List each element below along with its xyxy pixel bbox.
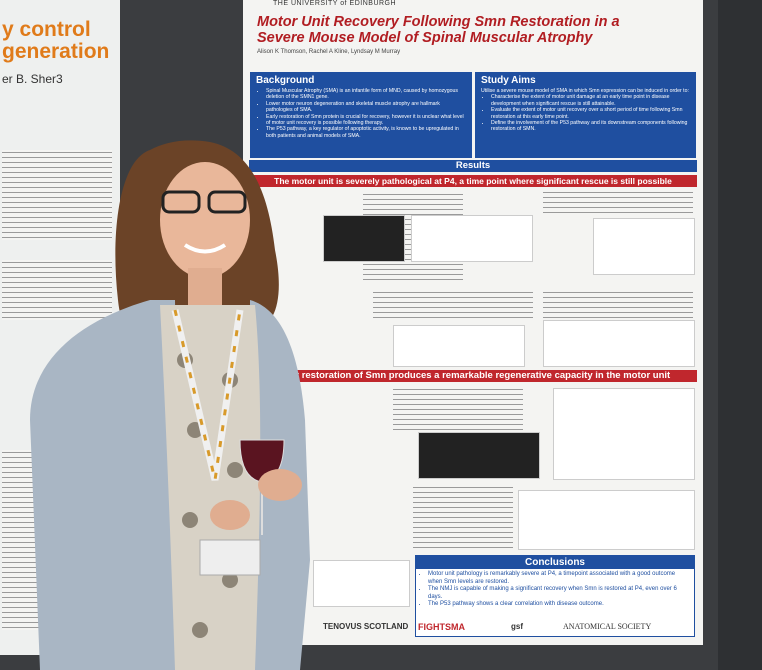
bullet: The P53 pathway shows a clear correlatio… — [428, 601, 690, 609]
heading: Study Aims — [481, 75, 536, 86]
lanyard — [173, 309, 242, 481]
text-block — [2, 150, 112, 240]
sponsor-logo: FIGHTSMA — [418, 622, 465, 632]
sponsor-logo: TENOVUS SCOTLAND — [323, 622, 409, 631]
poster-title: Motor Unit Recovery Following Smn Restor… — [257, 14, 620, 46]
poster-text: er B. Sher3 — [2, 72, 63, 86]
university: THE UNIVERSITY of EDINBURGH — [273, 0, 397, 7]
bullet: Evaluate the extent of motor unit recove… — [491, 107, 690, 120]
bullet: Motor unit pathology is remarkably sever… — [428, 571, 690, 586]
chart-panel — [543, 320, 695, 367]
bullet: Spinal Muscular Atrophy (SMA) is an infa… — [266, 88, 466, 101]
cardigan — [30, 300, 180, 670]
chart-panel — [518, 490, 695, 550]
patterned-top — [160, 305, 261, 670]
chart-panel — [593, 218, 695, 275]
sponsor-logo: gsf — [511, 622, 523, 631]
bullet: Lower motor neuron degeneration and skel… — [266, 101, 466, 114]
bullet: Characterise the extent of motor unit da… — [491, 94, 690, 107]
bullet-list: Spinal Muscular Atrophy (SMA) is an infa… — [256, 88, 466, 139]
bullet-list: Characterise the extent of motor unit da… — [481, 94, 690, 132]
bullet: Define the involvement of the P53 pathwa… — [491, 120, 690, 133]
text-block — [2, 260, 112, 320]
bullet: The NMJ is capable of making a significa… — [428, 586, 690, 601]
banner: The motor unit is severely pathological … — [249, 175, 697, 187]
text-block — [543, 290, 693, 318]
background-box: Background Spinal Muscular Atrophy (SMA)… — [250, 72, 472, 158]
intro: Utilise a severe mouse model of SMA in w… — [481, 88, 689, 94]
chart-panel — [553, 388, 695, 480]
chart-panel — [393, 325, 525, 367]
glasses — [207, 190, 247, 214]
chart-panel — [313, 560, 410, 607]
micrograph — [323, 215, 405, 262]
text-block — [543, 190, 693, 215]
bullet: Early restoration of Smn protein is cruc… — [266, 114, 466, 127]
badge — [199, 539, 261, 576]
chart-panel — [411, 215, 533, 262]
aims-box: Study Aims Utilise a severe mouse model … — [475, 72, 696, 158]
bullet-list: Motor unit pathology is remarkably sever… — [416, 569, 694, 609]
neck — [188, 268, 222, 308]
banner: Early restoration of Smn produces a rema… — [249, 370, 697, 382]
smile — [183, 243, 227, 254]
text-block — [413, 485, 513, 550]
face — [160, 162, 250, 278]
hand — [210, 500, 250, 530]
glasses — [161, 190, 201, 214]
poster: THE UNIVERSITY of EDINBURGH Motor Unit R… — [243, 0, 703, 645]
text-block — [393, 387, 523, 432]
poster-text: generation — [2, 40, 110, 63]
text-block — [373, 290, 533, 320]
heading: Background — [256, 75, 315, 86]
heading: Conclusions — [416, 556, 694, 569]
hand — [258, 469, 302, 501]
micrograph — [418, 432, 540, 479]
sponsor-logo: ANATOMICAL SOCIETY — [563, 622, 652, 631]
poster-board — [718, 0, 762, 670]
poster-text: y control — [2, 18, 91, 41]
authors: Alison K Thomson, Rachel A Kline, Lyndsa… — [257, 49, 401, 55]
conclusions-box: Conclusions Motor unit pathology is rema… — [415, 555, 695, 637]
bullet: The P53 pathway, a key regulator of apop… — [266, 126, 466, 139]
results-bar: Results — [249, 160, 697, 172]
